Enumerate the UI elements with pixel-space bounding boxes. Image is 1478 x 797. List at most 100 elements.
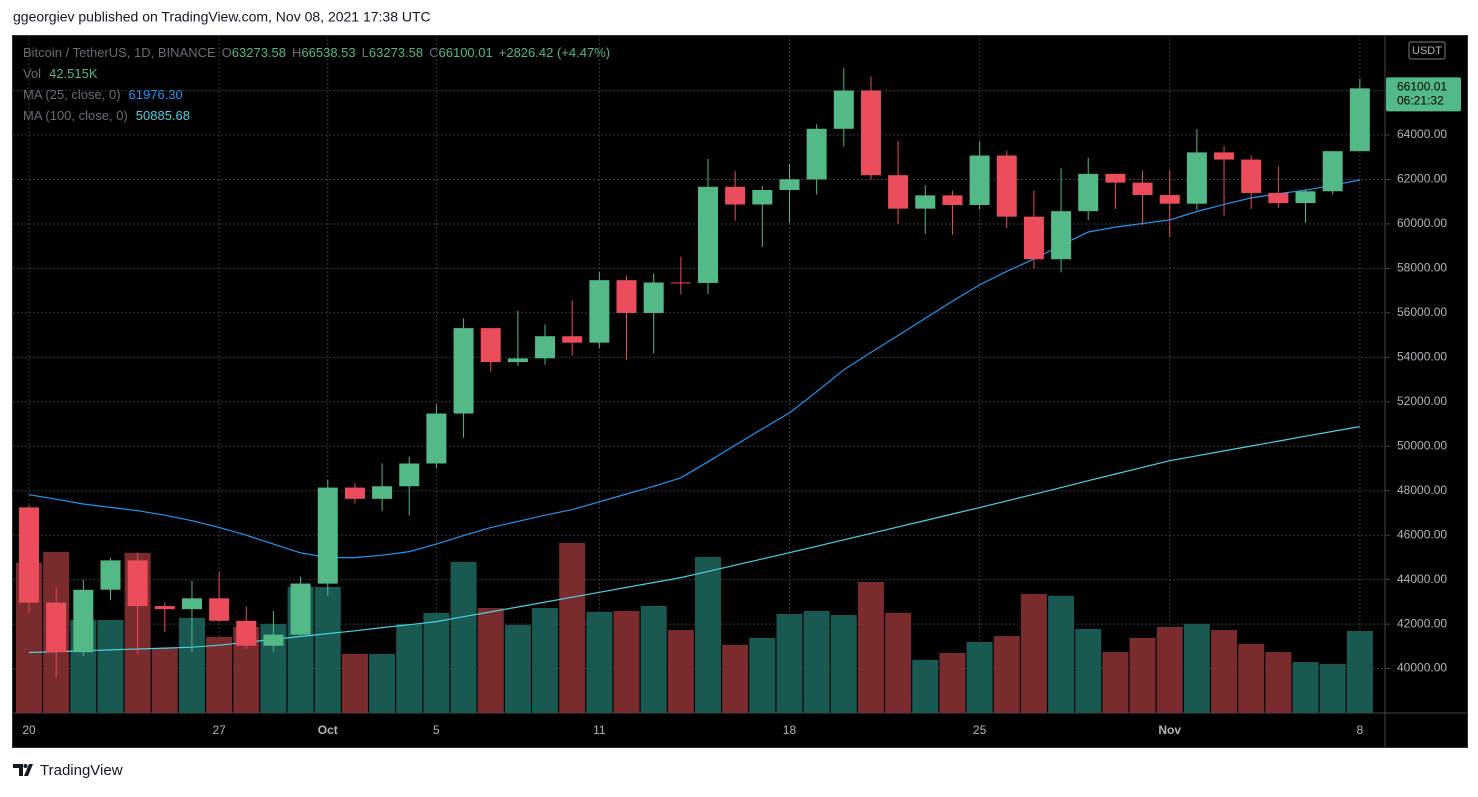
last-price-label: 66100.01 bbox=[1397, 80, 1447, 94]
x-tick-label: 27 bbox=[212, 723, 226, 737]
candle-body bbox=[372, 486, 393, 499]
candle-body bbox=[725, 186, 746, 205]
volume-bar bbox=[1048, 595, 1075, 713]
legend-text: 66538.53 bbox=[301, 45, 355, 60]
volume-bar bbox=[450, 561, 477, 713]
candle-body bbox=[1349, 88, 1370, 152]
logo-dot bbox=[23, 764, 28, 768]
legend-text: L bbox=[362, 45, 369, 60]
candle-body bbox=[1078, 173, 1099, 212]
candle-body bbox=[779, 179, 800, 190]
candle-body bbox=[589, 280, 610, 343]
volume-bar bbox=[341, 653, 368, 713]
legend-text: +2826.42 (+4.47%) bbox=[499, 45, 610, 60]
candle-body bbox=[181, 598, 202, 610]
x-tick-label: 25 bbox=[973, 723, 987, 737]
volume-bar bbox=[559, 543, 586, 713]
volume-bar bbox=[532, 608, 559, 713]
legend-text: O bbox=[222, 45, 232, 60]
legend-text: Vol bbox=[23, 66, 41, 81]
candle-body bbox=[942, 195, 963, 206]
volume-bar bbox=[912, 659, 939, 713]
volume-bar bbox=[1346, 630, 1373, 713]
volume-bar bbox=[396, 624, 423, 713]
publish-header: ggeorgiev published on TradingView.com, … bbox=[13, 9, 431, 25]
x-tick-label: Nov bbox=[1158, 723, 1181, 737]
volume-bar bbox=[1238, 643, 1265, 713]
volume-bar bbox=[830, 614, 857, 713]
volume-bar bbox=[1102, 652, 1129, 713]
legend-text: 61976.30 bbox=[129, 87, 183, 102]
y-tick-label: 54000.00 bbox=[1397, 349, 1447, 363]
candle-body bbox=[507, 358, 528, 363]
legend-row: Vol 42.515K bbox=[23, 66, 98, 81]
candle-body bbox=[100, 560, 121, 590]
volume-bar bbox=[722, 644, 749, 713]
volume-bar bbox=[885, 612, 912, 713]
legend-text: C bbox=[429, 45, 438, 60]
y-tick-label: 46000.00 bbox=[1397, 527, 1447, 541]
volume-bar bbox=[993, 636, 1020, 713]
volume-bar bbox=[477, 608, 504, 713]
candle-body bbox=[19, 507, 39, 603]
volume-bar bbox=[939, 652, 966, 713]
candle-body bbox=[996, 155, 1017, 217]
x-tick-label: Oct bbox=[318, 723, 338, 737]
volume-bar bbox=[803, 610, 830, 713]
x-tick-label: 8 bbox=[1356, 723, 1363, 737]
volume-bar bbox=[640, 605, 667, 713]
legend-text: MA (100, close, 0) bbox=[23, 108, 128, 123]
x-tick-label: 11 bbox=[593, 723, 606, 737]
volume-bar bbox=[1075, 628, 1102, 713]
ma-line bbox=[28, 179, 1360, 559]
legend-text: H bbox=[292, 45, 301, 60]
volume-bar bbox=[1129, 637, 1156, 713]
y-tick-label: 62000.00 bbox=[1397, 172, 1447, 186]
legend-text: 63273.58 bbox=[232, 45, 286, 60]
y-tick-label: 40000.00 bbox=[1397, 661, 1447, 675]
candle-body bbox=[317, 487, 338, 584]
candle-body bbox=[426, 413, 447, 464]
candle-body bbox=[752, 189, 773, 205]
candle-body bbox=[860, 90, 881, 176]
legend: Bitcoin / TetherUS, 1D, BINANCE O63273.58… bbox=[23, 45, 610, 123]
candle-body bbox=[833, 90, 854, 129]
candle-body bbox=[399, 463, 420, 487]
candle-body bbox=[480, 328, 501, 363]
candle-body bbox=[888, 175, 909, 209]
legend-text: 63273.58 bbox=[369, 45, 423, 60]
volume-bar bbox=[504, 625, 531, 713]
volume-bar bbox=[966, 641, 993, 713]
candle-body bbox=[1132, 182, 1153, 196]
currency-box bbox=[1408, 41, 1446, 60]
volume-bar bbox=[97, 619, 124, 713]
plot-area bbox=[16, 68, 1373, 713]
candle-body bbox=[1105, 173, 1126, 183]
candle-body bbox=[670, 282, 691, 284]
y-tick-label: 64000.00 bbox=[1397, 127, 1447, 141]
legend-row: MA (100, close, 0) 50885.68 bbox=[23, 108, 190, 123]
currency-label: USDT bbox=[1412, 45, 1442, 57]
volume-bar bbox=[206, 636, 233, 713]
x-tick-label: 20 bbox=[22, 723, 36, 737]
y-tick-label: 56000.00 bbox=[1397, 305, 1447, 319]
volume-bar bbox=[1265, 652, 1292, 713]
y-tick-label: 52000.00 bbox=[1397, 394, 1447, 408]
volume-bar bbox=[1211, 630, 1238, 713]
legend-text: 50885.68 bbox=[136, 108, 190, 123]
candle-body bbox=[535, 336, 556, 359]
candle-body bbox=[1051, 211, 1072, 260]
volume-bar bbox=[667, 630, 694, 713]
candle-body bbox=[915, 195, 936, 209]
countdown-label: 06:21:32 bbox=[1397, 94, 1444, 108]
volume-bar bbox=[314, 586, 341, 713]
y-tick-label: 44000.00 bbox=[1397, 572, 1447, 586]
candle-body bbox=[453, 328, 474, 414]
candle-body bbox=[1241, 159, 1262, 193]
y-tick-label: 60000.00 bbox=[1397, 216, 1447, 230]
volume-bar bbox=[1183, 624, 1210, 713]
y-tick-label: 42000.00 bbox=[1397, 616, 1447, 630]
footer-brand: TradingView bbox=[40, 762, 123, 779]
candle-body bbox=[969, 155, 990, 206]
